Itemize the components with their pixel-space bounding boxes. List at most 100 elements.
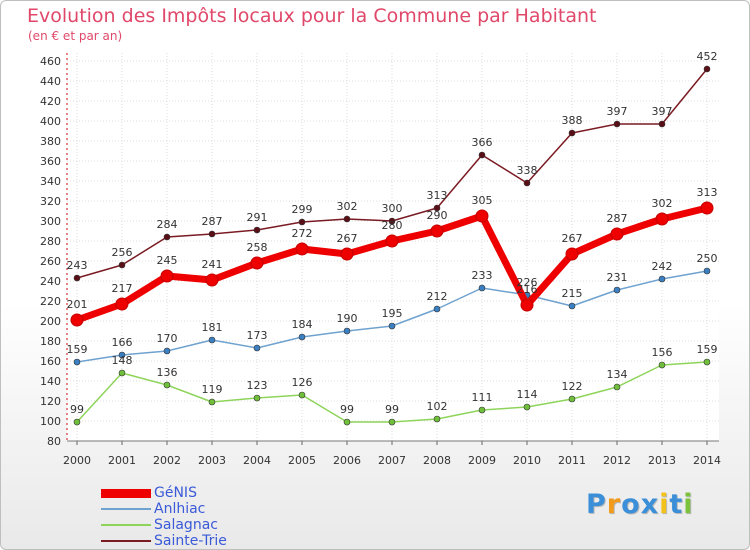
point-genis bbox=[655, 212, 669, 226]
legend-label: Anlhiac bbox=[154, 501, 206, 517]
y-tick-label: 200 bbox=[40, 315, 61, 328]
point-salagnac bbox=[568, 395, 576, 403]
data-label-genis: 313 bbox=[697, 186, 718, 199]
point-sainte-trie bbox=[478, 151, 486, 159]
point-anlhiac bbox=[343, 327, 351, 335]
data-label-sainte-trie: 256 bbox=[112, 246, 133, 259]
logo-letter: i bbox=[659, 489, 670, 520]
logo-letter: x bbox=[640, 489, 660, 520]
data-label-anlhiac: 195 bbox=[382, 307, 403, 320]
y-tick-label: 260 bbox=[40, 255, 61, 268]
point-anlhiac bbox=[568, 302, 576, 310]
point-anlhiac bbox=[703, 267, 711, 275]
x-tick-label: 2010 bbox=[513, 454, 541, 467]
series-group bbox=[70, 65, 714, 426]
x-tick-label: 2005 bbox=[288, 454, 316, 467]
point-anlhiac bbox=[208, 336, 216, 344]
data-label-anlhiac: 190 bbox=[337, 312, 358, 325]
y-tick-label: 280 bbox=[40, 235, 61, 248]
y-tick-label: 160 bbox=[40, 355, 61, 368]
y-tick-label: 360 bbox=[40, 155, 61, 168]
data-label-sainte-trie: 338 bbox=[517, 164, 538, 177]
x-tick-label: 2002 bbox=[153, 454, 181, 467]
x-tick-label: 2008 bbox=[423, 454, 451, 467]
data-label-sainte-trie: 302 bbox=[337, 200, 358, 213]
y-tick-label: 440 bbox=[40, 75, 61, 88]
legend-item-genis: GéNIS bbox=[101, 485, 301, 501]
x-tick-label: 2009 bbox=[468, 454, 496, 467]
x-tick-label: 2006 bbox=[333, 454, 361, 467]
point-salagnac bbox=[433, 415, 441, 423]
data-label-genis: 201 bbox=[67, 298, 88, 311]
legend-swatch bbox=[101, 524, 151, 526]
data-label-genis: 287 bbox=[607, 212, 628, 225]
data-label-anlhiac: 159 bbox=[67, 343, 88, 356]
point-salagnac bbox=[253, 394, 261, 402]
y-tick-label: 220 bbox=[40, 295, 61, 308]
point-genis bbox=[295, 242, 309, 256]
data-label-genis: 272 bbox=[292, 227, 313, 240]
x-tick-label: 2014 bbox=[693, 454, 721, 467]
point-sainte-trie bbox=[388, 217, 396, 225]
point-sainte-trie bbox=[208, 230, 216, 238]
y-tick-label: 380 bbox=[40, 135, 61, 148]
y-tick-label: 420 bbox=[40, 95, 61, 108]
point-sainte-trie bbox=[568, 129, 576, 137]
y-tick-label: 340 bbox=[40, 175, 61, 188]
data-label-sainte-trie: 299 bbox=[292, 203, 313, 216]
data-label-sainte-trie: 291 bbox=[247, 211, 268, 224]
x-tick-label: 2003 bbox=[198, 454, 226, 467]
point-sainte-trie bbox=[73, 274, 81, 282]
data-label-salagnac: 126 bbox=[292, 376, 313, 389]
y-tick-label: 240 bbox=[40, 275, 61, 288]
data-label-salagnac: 159 bbox=[697, 343, 718, 356]
data-label-anlhiac: 215 bbox=[562, 287, 583, 300]
data-label-salagnac: 119 bbox=[202, 383, 223, 396]
data-label-salagnac: 122 bbox=[562, 380, 583, 393]
point-salagnac bbox=[613, 383, 621, 391]
point-salagnac bbox=[523, 403, 531, 411]
legend-swatch bbox=[101, 508, 151, 510]
point-genis bbox=[250, 256, 264, 270]
data-label-genis: 267 bbox=[337, 232, 358, 245]
data-label-anlhiac: 166 bbox=[112, 336, 133, 349]
data-label-salagnac: 111 bbox=[472, 391, 493, 404]
point-sainte-trie bbox=[253, 226, 261, 234]
point-anlhiac bbox=[613, 286, 621, 294]
data-label-anlhiac: 184 bbox=[292, 318, 313, 331]
data-label-genis: 290 bbox=[427, 209, 448, 222]
data-label-sainte-trie: 287 bbox=[202, 215, 223, 228]
data-label-anlhiac: 250 bbox=[697, 252, 718, 265]
data-label-genis: 245 bbox=[157, 254, 178, 267]
data-label-salagnac: 102 bbox=[427, 400, 448, 413]
axes: 80 100 120 140 160 180 200 220 240 260 280 300 320 34… bbox=[40, 53, 721, 467]
data-label-genis: 305 bbox=[472, 194, 493, 207]
data-label-sainte-trie: 388 bbox=[562, 114, 583, 127]
data-label-salagnac: 99 bbox=[385, 403, 399, 416]
point-genis bbox=[115, 297, 129, 311]
data-label-sainte-trie: 397 bbox=[607, 105, 628, 118]
point-anlhiac bbox=[73, 358, 81, 366]
data-label-salagnac: 114 bbox=[517, 388, 538, 401]
point-sainte-trie bbox=[658, 120, 666, 128]
data-labels: 243 256 284 287 291 299 302 300 313 366 338 388 397 3… bbox=[67, 50, 718, 416]
point-sainte-trie bbox=[703, 65, 711, 73]
y-tick-label: 80 bbox=[47, 435, 61, 448]
point-salagnac bbox=[208, 398, 216, 406]
proxiti-logo: Proxiti bbox=[586, 489, 694, 520]
data-label-salagnac: 156 bbox=[652, 346, 673, 359]
chart-title: Evolution des Impôts locaux pour la Comm… bbox=[27, 5, 597, 27]
point-genis bbox=[430, 224, 444, 238]
x-tick-label: 2001 bbox=[108, 454, 136, 467]
legend-swatch bbox=[101, 488, 151, 498]
point-genis bbox=[160, 269, 174, 283]
data-label-salagnac: 134 bbox=[607, 368, 628, 381]
data-label-anlhiac: 242 bbox=[652, 260, 673, 273]
point-anlhiac bbox=[118, 351, 126, 359]
x-tick-label: 2000 bbox=[63, 454, 91, 467]
data-label-sainte-trie: 366 bbox=[472, 136, 493, 149]
data-label-anlhiac: 181 bbox=[202, 321, 223, 334]
data-label-salagnac: 99 bbox=[340, 403, 354, 416]
point-genis bbox=[475, 209, 489, 223]
data-label-anlhiac: 173 bbox=[247, 329, 268, 342]
